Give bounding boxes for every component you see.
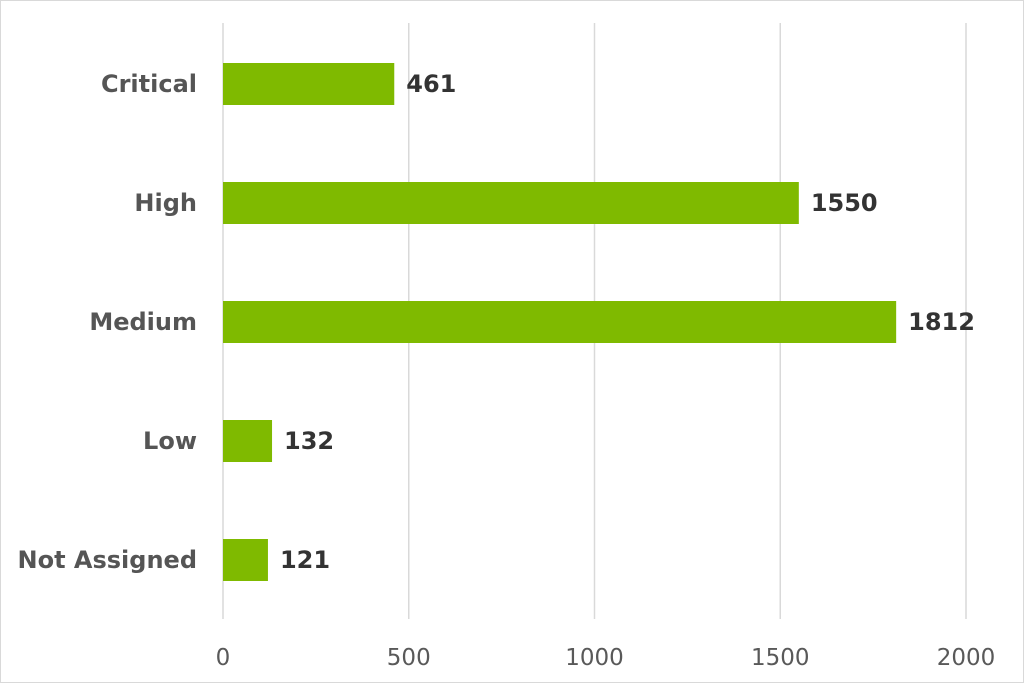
bar-low xyxy=(223,420,273,462)
category-label: Medium xyxy=(89,308,197,336)
data-label: 1550 xyxy=(811,189,878,217)
category-label: Low xyxy=(143,427,197,455)
bar-critical xyxy=(223,63,395,105)
bar-high xyxy=(223,182,799,224)
x-tick-label: 1500 xyxy=(751,645,810,671)
data-label: 132 xyxy=(284,427,334,455)
category-label: Critical xyxy=(101,70,197,98)
data-label: 1812 xyxy=(908,308,975,336)
x-tick-label: 2000 xyxy=(937,645,996,671)
bars xyxy=(223,63,897,581)
x-tick-label: 500 xyxy=(387,645,431,671)
data-label: 121 xyxy=(280,546,330,574)
category-label: High xyxy=(134,189,197,217)
x-tick-label: 0 xyxy=(216,645,231,671)
bar-medium xyxy=(223,301,897,343)
bar-not-assigned xyxy=(223,539,268,581)
category-label: Not Assigned xyxy=(18,546,198,574)
x-tick-label: 1000 xyxy=(565,645,624,671)
labels: 0 500 1000 1500 2000 Critical 461 High 1550 Mediu… xyxy=(18,70,996,671)
data-label: 461 xyxy=(406,70,456,98)
